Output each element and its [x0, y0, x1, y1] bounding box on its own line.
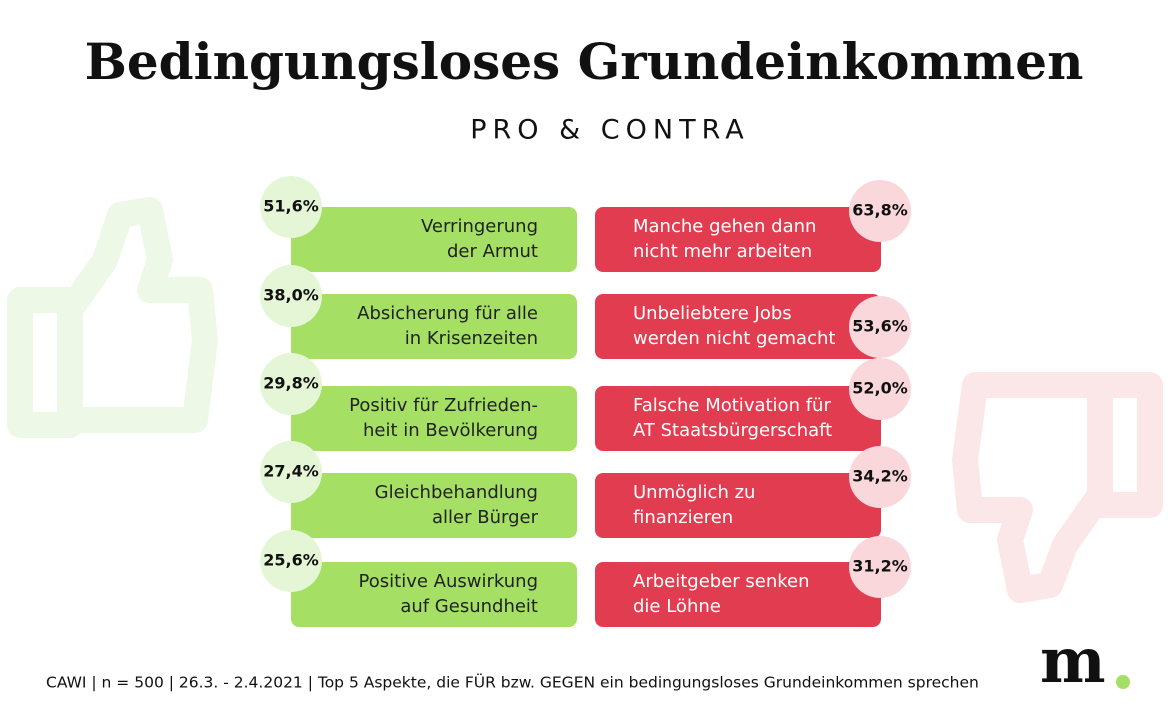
pro-label: der Armut — [447, 241, 538, 262]
title: Bedingungsloses Grundeinkommen — [85, 32, 1084, 91]
pro-value: 38,0% — [263, 286, 319, 305]
contra-box — [595, 473, 881, 538]
pro-label: heit in Bevölkerung — [363, 420, 538, 441]
contra-label: werden nicht gemacht — [633, 328, 835, 349]
pro-box — [291, 386, 577, 451]
pro-badge — [260, 353, 322, 415]
contra-label: Unbeliebtere Jobs — [633, 303, 792, 324]
pro-label: Positiv für Zufrieden- — [349, 395, 538, 416]
pro-value: 25,6% — [263, 551, 319, 570]
contra-value: 52,0% — [852, 379, 908, 398]
pro-box — [291, 562, 577, 627]
pro-label: Verringerung — [421, 216, 538, 237]
contra-label: AT Staatsbürgerschaft — [633, 420, 832, 441]
contra-badge — [849, 358, 911, 420]
contra-box — [595, 562, 881, 627]
logo-dot — [1116, 675, 1130, 689]
contra-label: Manche gehen dann — [633, 216, 816, 237]
contra-box — [595, 386, 881, 451]
pro-label: Positive Auswirkung — [359, 571, 538, 592]
pro-label: in Krisenzeiten — [405, 328, 538, 349]
contra-label: die Löhne — [633, 596, 721, 617]
subtitle: PRO & CONTRA — [470, 115, 749, 146]
contra-value: 53,6% — [852, 317, 908, 336]
pro-box — [291, 207, 577, 272]
contra-badge — [849, 180, 911, 242]
contra-value: 63,8% — [852, 201, 908, 220]
pro-value: 51,6% — [263, 197, 319, 216]
pro-box — [291, 473, 577, 538]
pro-label: Absicherung für alle — [357, 303, 538, 324]
pro-badge — [260, 176, 322, 238]
logo: m — [1040, 624, 1106, 697]
contra-badge — [849, 446, 911, 508]
contra-value: 34,2% — [852, 467, 908, 486]
pro-badge — [260, 530, 322, 592]
contra-label: Falsche Motivation für — [633, 395, 831, 416]
pro-label: aller Bürger — [432, 507, 539, 528]
footer-note: CAWI | n = 500 | 26.3. - 2.4.2021 | Top … — [46, 673, 979, 692]
contra-label: Arbeitgeber senken — [633, 571, 810, 592]
contra-badge — [849, 296, 911, 358]
pro-value: 27,4% — [263, 462, 319, 481]
pro-badge — [260, 441, 322, 503]
contra-label: nicht mehr arbeiten — [633, 241, 812, 262]
pro-value: 29,8% — [263, 374, 319, 393]
contra-value: 31,2% — [852, 557, 908, 576]
contra-label: finanzieren — [633, 507, 733, 528]
rows: 51,6% Verringerung der Armut 38,0% Absicheru… — [260, 176, 911, 627]
contra-box — [595, 294, 881, 359]
pro-box — [291, 294, 577, 359]
contra-box — [595, 207, 881, 272]
thumbs-up-icon — [7, 197, 218, 438]
thumbs-down-icon — [952, 372, 1163, 603]
pro-label: auf Gesundheit — [400, 596, 538, 617]
contra-label: Unmöglich zu — [633, 482, 755, 503]
pro-badge — [260, 265, 322, 327]
pro-label: Gleichbehandlung — [375, 482, 538, 503]
contra-badge — [849, 536, 911, 598]
